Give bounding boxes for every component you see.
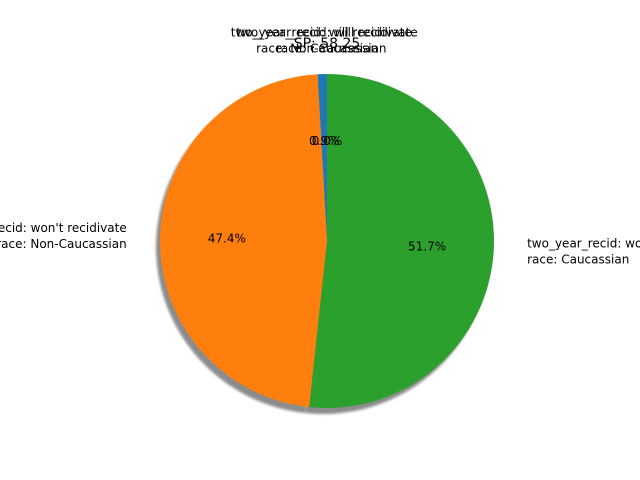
pie-labels: 0.9% two_year_recid: will recidivate race:… [0,26,640,267]
slice-percent-label-4: 0.0% [312,134,343,148]
slice-percent-label-3: 51.7% [408,239,446,253]
pie-slice-3 [309,74,494,408]
chart-title: SP: 58.25 [294,36,361,52]
pie-slices [159,74,494,408]
slice-percent-label-1: 0.9% [309,134,340,148]
pie-slice-1 [317,74,327,241]
pie-slice-2 [159,74,327,408]
slice-category-label-1: two_year_recid: will recidivate race: Non… [231,26,412,56]
slice-percent-label-2: 47.4% [208,232,246,246]
slice-category-label-4: two_year_recid: will recidivate race: Cau… [236,26,417,56]
